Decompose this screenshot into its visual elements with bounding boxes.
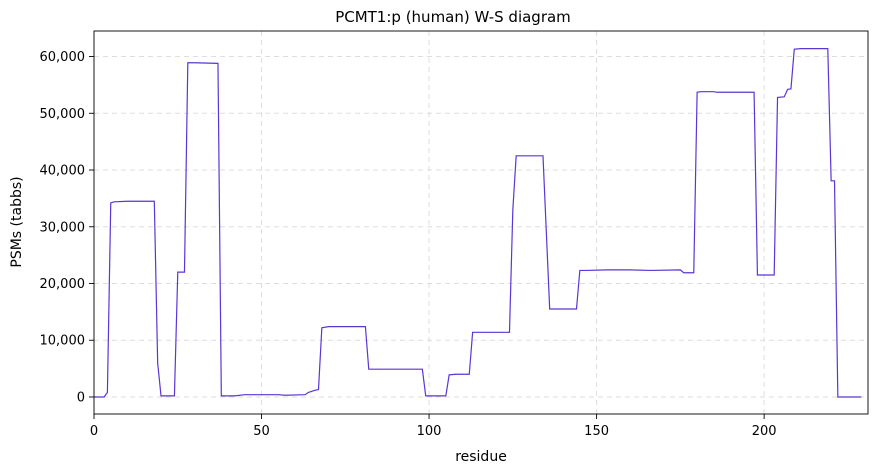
- y-tick-label: 20,000: [40, 277, 86, 292]
- y-tick-label: 0: [77, 390, 85, 405]
- x-tick-label: 200: [752, 424, 777, 439]
- x-tick-label: 150: [584, 424, 609, 439]
- x-tick-label: 100: [417, 424, 442, 439]
- y-tick-label: 50,000: [40, 107, 86, 122]
- x-axis-label: residue: [455, 449, 507, 465]
- axis-ticks: 0 50 100 150 200 0 10,000 20,000 30,000 40,000 50,…: [40, 50, 777, 439]
- grid: [93, 31, 868, 414]
- x-tick-label: 0: [90, 424, 98, 439]
- y-axis-label: PSMs (tabbs): [9, 176, 25, 267]
- x-tick-label: 50: [253, 424, 270, 439]
- plot-area-frame: [93, 30, 869, 415]
- y-tick-label: 60,000: [40, 50, 86, 65]
- y-tick-label: 10,000: [40, 334, 86, 349]
- y-tick-label: 40,000: [40, 164, 86, 179]
- plot-lines: [94, 47, 862, 398]
- y-tick-label: 30,000: [40, 220, 86, 235]
- series-line: [94, 47, 862, 398]
- chart-title: PCMT1:p (human) W-S diagram: [335, 8, 571, 26]
